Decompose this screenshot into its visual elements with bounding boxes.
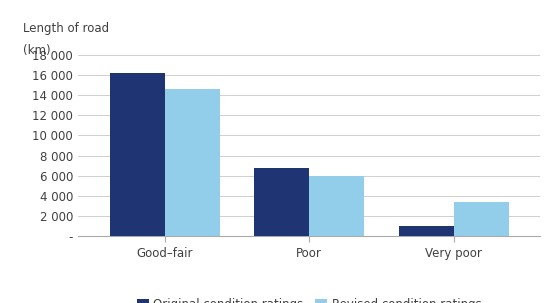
- Legend: Original condition ratings, Revised condition ratings: Original condition ratings, Revised cond…: [132, 293, 486, 303]
- Text: (km): (km): [22, 44, 50, 57]
- Bar: [165, 89, 219, 236]
- Text: Length of road: Length of road: [22, 22, 109, 35]
- Bar: [254, 168, 309, 236]
- Bar: [453, 202, 509, 236]
- Bar: [110, 73, 165, 236]
- Bar: [309, 176, 364, 236]
- Bar: [399, 226, 453, 236]
